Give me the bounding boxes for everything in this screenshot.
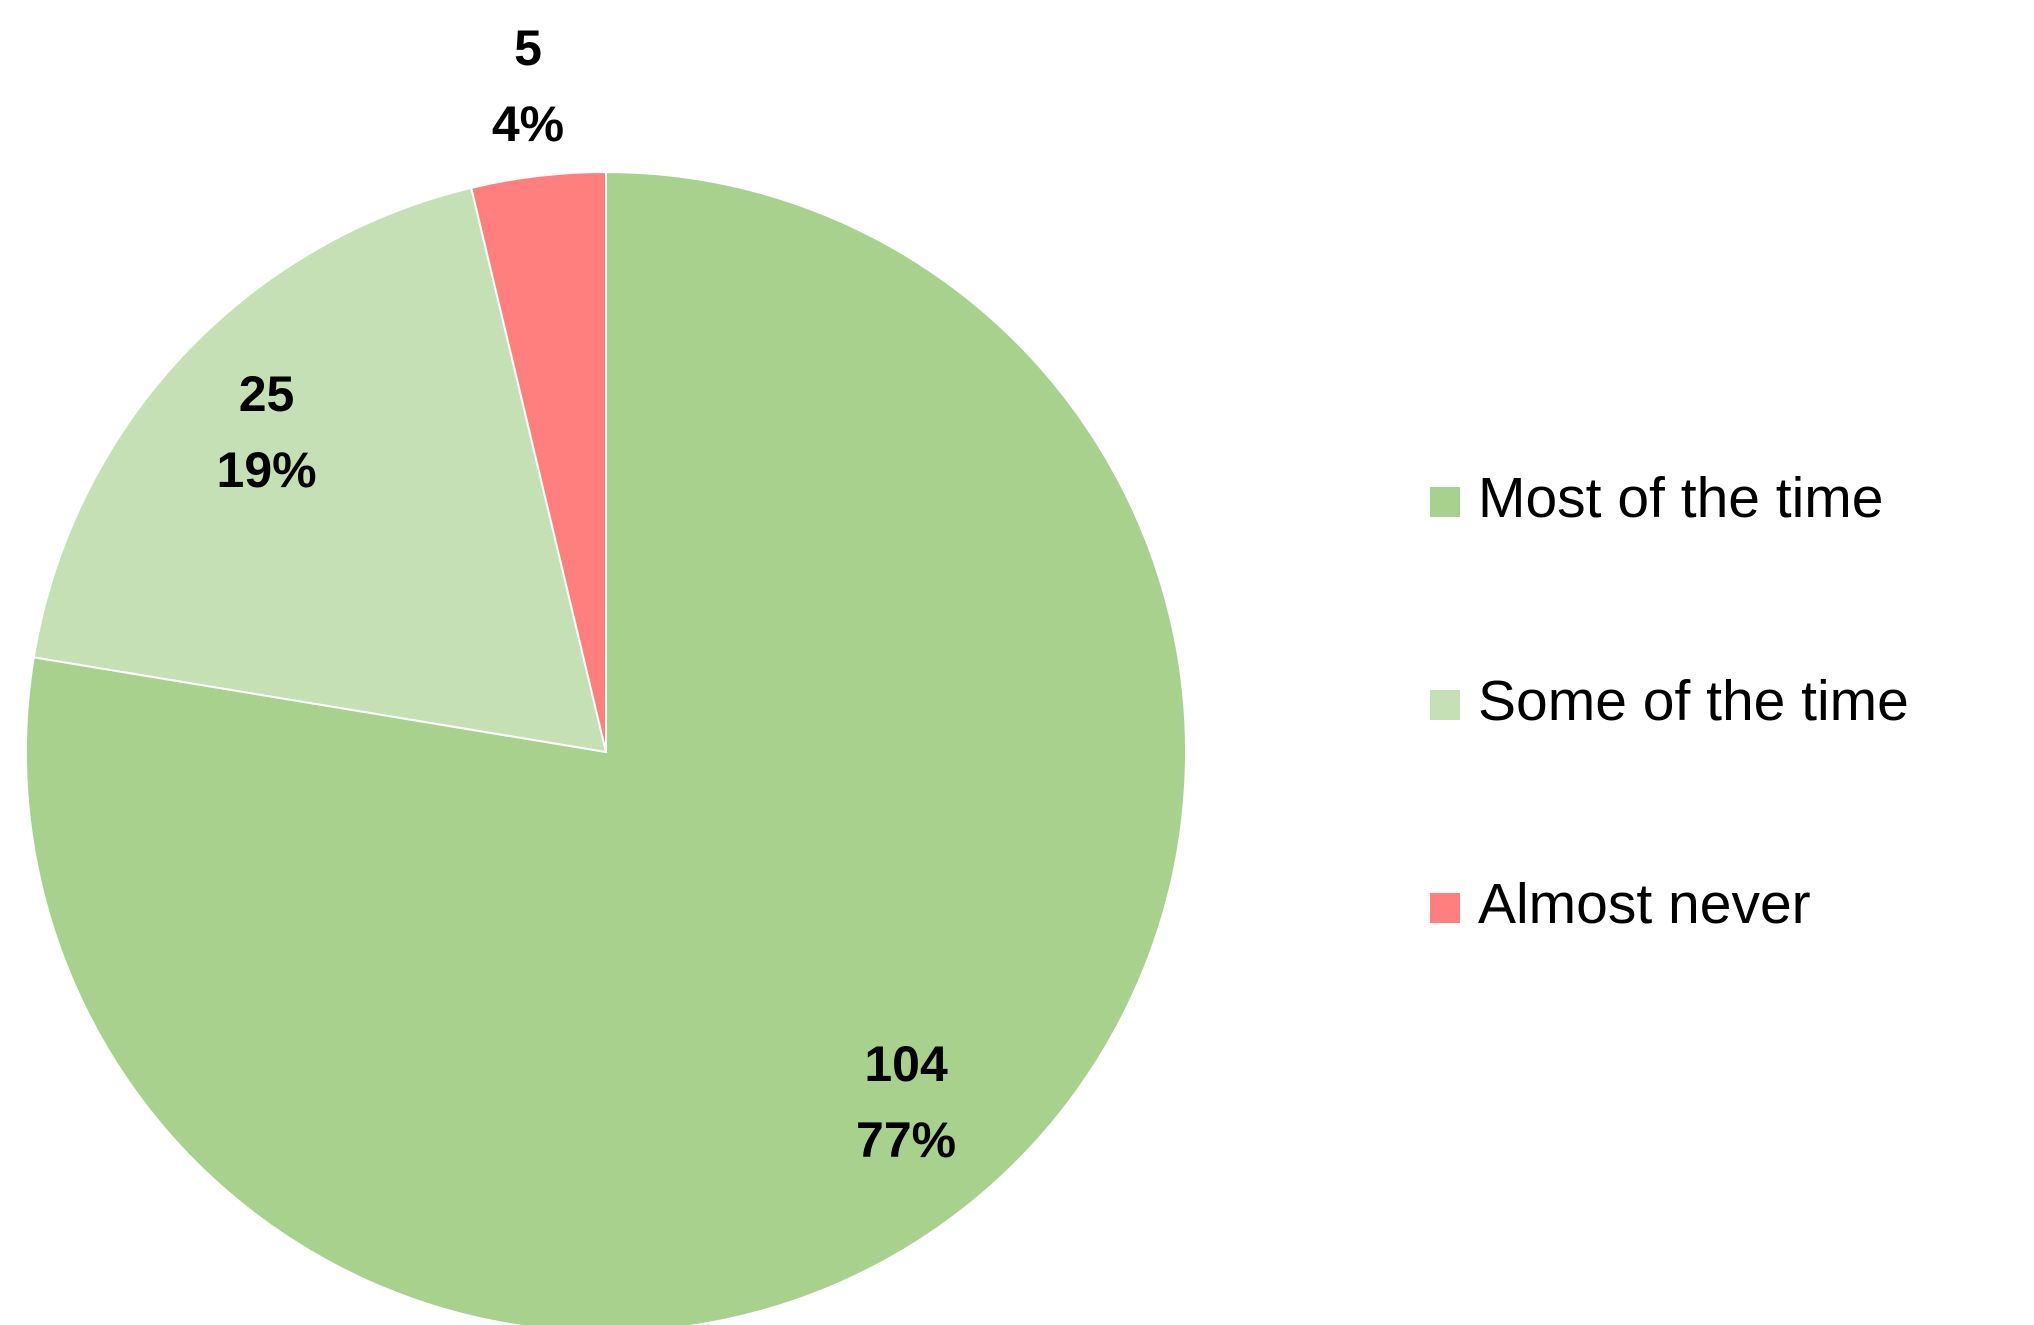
data-label: 5 <box>514 20 542 76</box>
percent-label: 77% <box>856 1112 956 1168</box>
percent-label: 4% <box>492 96 564 152</box>
legend-swatch <box>1430 487 1460 517</box>
legend-swatch <box>1430 893 1460 923</box>
percent-label: 19% <box>217 442 317 498</box>
legend-label: Some of the time <box>1478 669 1909 733</box>
pie-slice <box>32 186 608 754</box>
legend-label: Most of the time <box>1478 466 1884 530</box>
pie-slice <box>470 170 607 753</box>
legend-label: Almost never <box>1478 872 1811 936</box>
legend-swatch <box>1430 690 1460 720</box>
data-label: 104 <box>864 1036 948 1092</box>
data-label: 25 <box>239 366 295 422</box>
pie-slice <box>25 170 1187 1325</box>
